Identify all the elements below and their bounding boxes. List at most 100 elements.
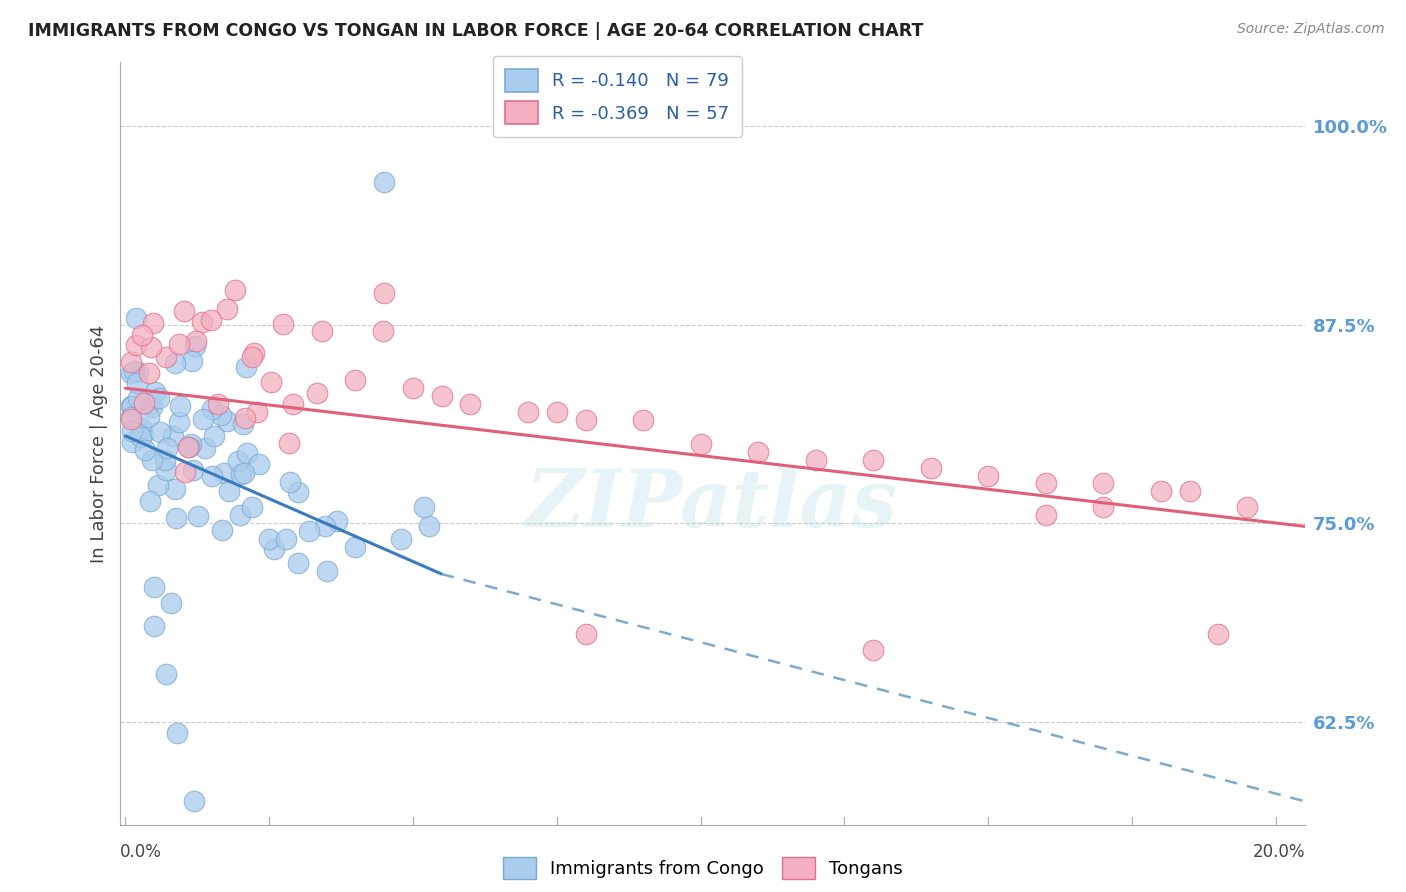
Point (120, 366, 142, 380)
Point (202, 429, 225, 443)
Text: 20.0%: 20.0% (1253, 843, 1305, 861)
Point (326, 514, 349, 528)
Point (131, 328, 153, 343)
Point (121, 424, 143, 438)
Point (200, 313, 222, 327)
Point (271, 318, 294, 332)
Point (574, 413, 596, 427)
Point (149, 425, 172, 439)
Point (305, 385, 328, 400)
Point (226, 454, 249, 468)
Point (173, 465, 195, 479)
Point (120, 409, 142, 424)
Point (1035, 476, 1057, 491)
Point (1150, 484, 1173, 499)
Point (155, 667, 177, 681)
Text: IMMIGRANTS FROM CONGO VS TONGAN IN LABOR FORCE | AGE 20-64 CORRELATION CHART: IMMIGRANTS FROM CONGO VS TONGAN IN LABOR… (28, 22, 924, 40)
Point (163, 482, 186, 496)
Point (314, 518, 336, 533)
Point (276, 532, 298, 546)
Point (344, 540, 367, 554)
Point (689, 436, 711, 450)
Point (155, 350, 177, 364)
Point (232, 417, 254, 432)
Point (278, 436, 301, 450)
Point (212, 466, 235, 480)
Point (243, 346, 266, 360)
Point (183, 794, 205, 808)
Point (402, 381, 425, 395)
Point (132, 396, 155, 410)
Point (298, 524, 321, 538)
Point (143, 384, 166, 399)
Point (156, 441, 179, 455)
Point (120, 399, 142, 413)
Point (125, 311, 148, 326)
Point (311, 324, 333, 338)
Point (139, 340, 162, 354)
Point (173, 303, 195, 318)
Point (186, 334, 208, 348)
Point (413, 500, 436, 515)
Point (129, 430, 152, 444)
Point (121, 399, 143, 413)
Legend: R = -0.140   N = 79, R = -0.369   N = 57: R = -0.140 N = 79, R = -0.369 N = 57 (492, 56, 742, 137)
Point (280, 475, 302, 490)
Point (160, 596, 183, 610)
Point (183, 338, 205, 352)
Point (920, 460, 942, 475)
Point (862, 643, 884, 657)
Point (240, 350, 263, 364)
Point (1236, 500, 1258, 515)
Point (125, 338, 148, 352)
Point (804, 452, 827, 467)
Point (862, 452, 884, 467)
Point (134, 442, 156, 457)
Point (373, 324, 395, 338)
Point (263, 542, 285, 557)
Point (141, 401, 163, 415)
Point (229, 467, 252, 482)
Point (121, 435, 143, 450)
Point (122, 364, 145, 378)
Point (163, 356, 186, 370)
Point (162, 429, 184, 443)
Point (200, 468, 222, 483)
Text: ZIPatlas: ZIPatlas (526, 466, 898, 543)
Point (1208, 627, 1230, 641)
Point (143, 619, 166, 633)
Point (233, 466, 256, 480)
Point (142, 316, 165, 330)
Point (236, 446, 259, 460)
Point (129, 420, 152, 434)
Point (257, 532, 280, 546)
Point (138, 366, 160, 380)
Y-axis label: In Labor Force | Age 20-64: In Labor Force | Age 20-64 (90, 325, 108, 563)
Point (373, 175, 395, 189)
Point (143, 580, 166, 594)
Point (631, 413, 654, 427)
Point (1035, 508, 1057, 523)
Point (127, 392, 149, 406)
Point (141, 453, 163, 467)
Point (235, 411, 257, 425)
Point (125, 376, 148, 390)
Point (1092, 500, 1115, 515)
Point (211, 523, 233, 537)
Point (574, 627, 596, 641)
Point (240, 500, 263, 515)
Point (287, 485, 309, 500)
Point (187, 508, 209, 523)
Point (246, 405, 269, 419)
Point (546, 405, 568, 419)
Point (148, 391, 170, 405)
Point (249, 457, 271, 471)
Point (283, 396, 305, 410)
Point (155, 463, 177, 477)
Point (373, 285, 395, 300)
Point (747, 444, 769, 458)
Point (207, 397, 229, 411)
Point (120, 354, 142, 368)
Point (153, 453, 176, 467)
Point (209, 408, 232, 422)
